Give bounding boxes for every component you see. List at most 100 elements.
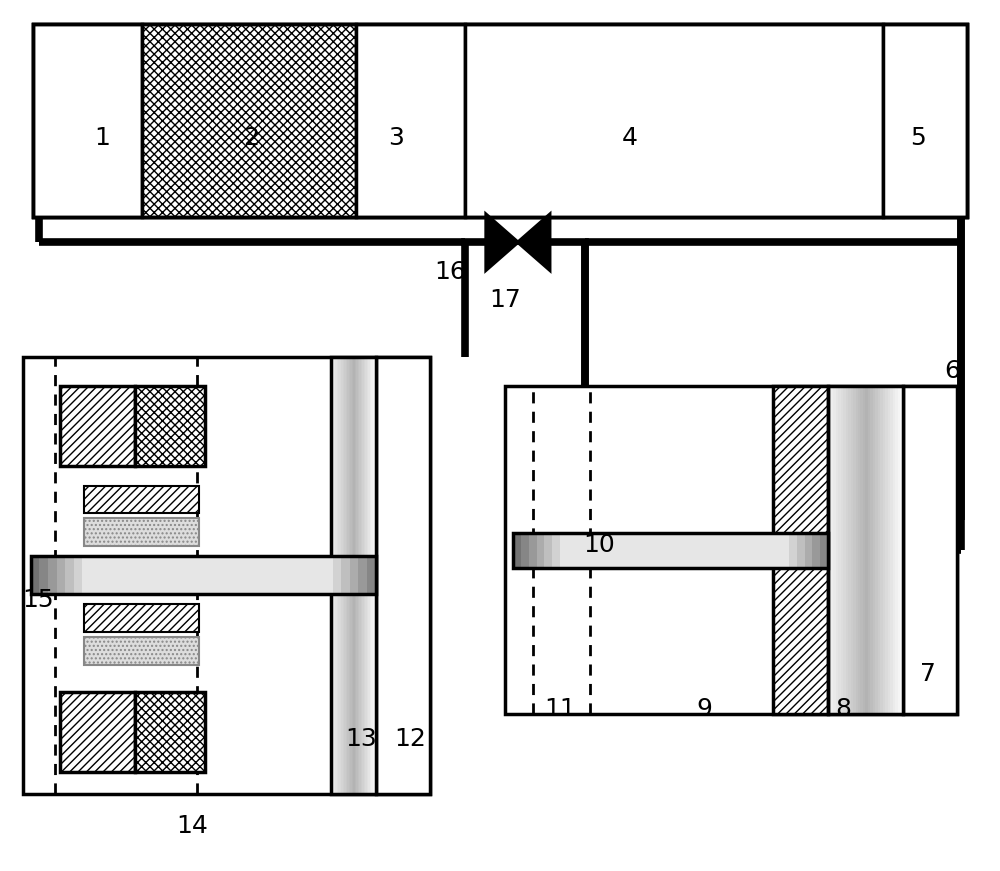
Bar xyxy=(726,533,735,568)
Text: 15: 15 xyxy=(22,588,53,612)
Bar xyxy=(639,533,648,568)
Polygon shape xyxy=(486,214,550,270)
Bar xyxy=(883,24,967,218)
Bar xyxy=(333,557,342,594)
Bar xyxy=(828,387,903,714)
Bar xyxy=(851,387,854,714)
Bar xyxy=(350,557,359,594)
Text: 2: 2 xyxy=(243,126,259,150)
Bar xyxy=(898,387,901,714)
Bar xyxy=(281,557,290,594)
Bar xyxy=(848,387,852,714)
Bar xyxy=(31,557,376,594)
Bar xyxy=(655,533,664,568)
Bar xyxy=(781,533,790,568)
Bar xyxy=(710,533,719,568)
Bar xyxy=(315,557,325,594)
Bar xyxy=(805,533,813,568)
Text: 3: 3 xyxy=(388,126,404,150)
Bar xyxy=(135,387,205,466)
Text: 11: 11 xyxy=(544,698,576,721)
Bar xyxy=(117,557,127,594)
Bar xyxy=(186,557,196,594)
Bar xyxy=(346,356,348,793)
Bar xyxy=(373,356,375,793)
Bar xyxy=(505,387,957,714)
Text: 7: 7 xyxy=(920,663,936,686)
Bar xyxy=(552,533,561,568)
Text: 8: 8 xyxy=(835,698,851,721)
Bar xyxy=(212,557,221,594)
Bar xyxy=(135,692,205,772)
Bar xyxy=(84,604,199,631)
Bar xyxy=(368,356,371,793)
Bar xyxy=(347,356,350,793)
Bar xyxy=(349,356,351,793)
Bar xyxy=(307,557,316,594)
Bar xyxy=(828,387,832,714)
Bar xyxy=(888,387,891,714)
Bar xyxy=(331,356,376,793)
Bar xyxy=(142,24,356,218)
Bar xyxy=(702,533,711,568)
Bar xyxy=(151,557,161,594)
Bar xyxy=(853,387,857,714)
Text: 9: 9 xyxy=(696,698,712,721)
Bar xyxy=(374,356,377,793)
Bar xyxy=(903,387,957,714)
Bar xyxy=(334,356,336,793)
Bar xyxy=(875,387,879,714)
Text: 10: 10 xyxy=(584,533,615,557)
Bar xyxy=(836,387,839,714)
Bar xyxy=(361,356,363,793)
Bar xyxy=(31,557,40,594)
Bar xyxy=(880,387,884,714)
Bar xyxy=(529,533,538,568)
Bar xyxy=(358,557,368,594)
Bar xyxy=(860,387,864,714)
Bar xyxy=(272,557,282,594)
Bar xyxy=(757,533,766,568)
Bar xyxy=(134,557,144,594)
Bar xyxy=(820,533,829,568)
Bar xyxy=(91,557,101,594)
Text: 14: 14 xyxy=(176,814,208,839)
Bar xyxy=(631,533,640,568)
Bar xyxy=(238,557,247,594)
Text: 5: 5 xyxy=(910,126,926,150)
Bar xyxy=(33,24,967,218)
Bar xyxy=(718,533,727,568)
Bar xyxy=(560,533,569,568)
Bar xyxy=(765,533,774,568)
Text: 6: 6 xyxy=(944,360,960,383)
Bar xyxy=(367,356,369,793)
Bar xyxy=(773,533,782,568)
Bar xyxy=(343,356,345,793)
Bar xyxy=(84,486,199,514)
Bar xyxy=(324,557,334,594)
Bar xyxy=(465,24,883,218)
Bar xyxy=(23,356,430,793)
Text: 17: 17 xyxy=(489,288,521,312)
Bar xyxy=(341,356,344,793)
Bar xyxy=(890,387,894,714)
Bar xyxy=(900,387,904,714)
Bar xyxy=(521,533,530,568)
Bar xyxy=(350,356,353,793)
Bar xyxy=(371,356,374,793)
Bar xyxy=(33,24,967,218)
Bar xyxy=(895,387,899,714)
Bar xyxy=(203,557,213,594)
Bar xyxy=(544,533,553,568)
Bar xyxy=(338,356,341,793)
Bar xyxy=(663,533,672,568)
Bar xyxy=(195,557,204,594)
Bar xyxy=(364,356,366,793)
Bar xyxy=(647,533,656,568)
Bar xyxy=(797,533,806,568)
Bar xyxy=(82,557,92,594)
Bar xyxy=(337,356,339,793)
Bar xyxy=(694,533,703,568)
Bar xyxy=(513,533,828,568)
Bar xyxy=(356,356,359,793)
